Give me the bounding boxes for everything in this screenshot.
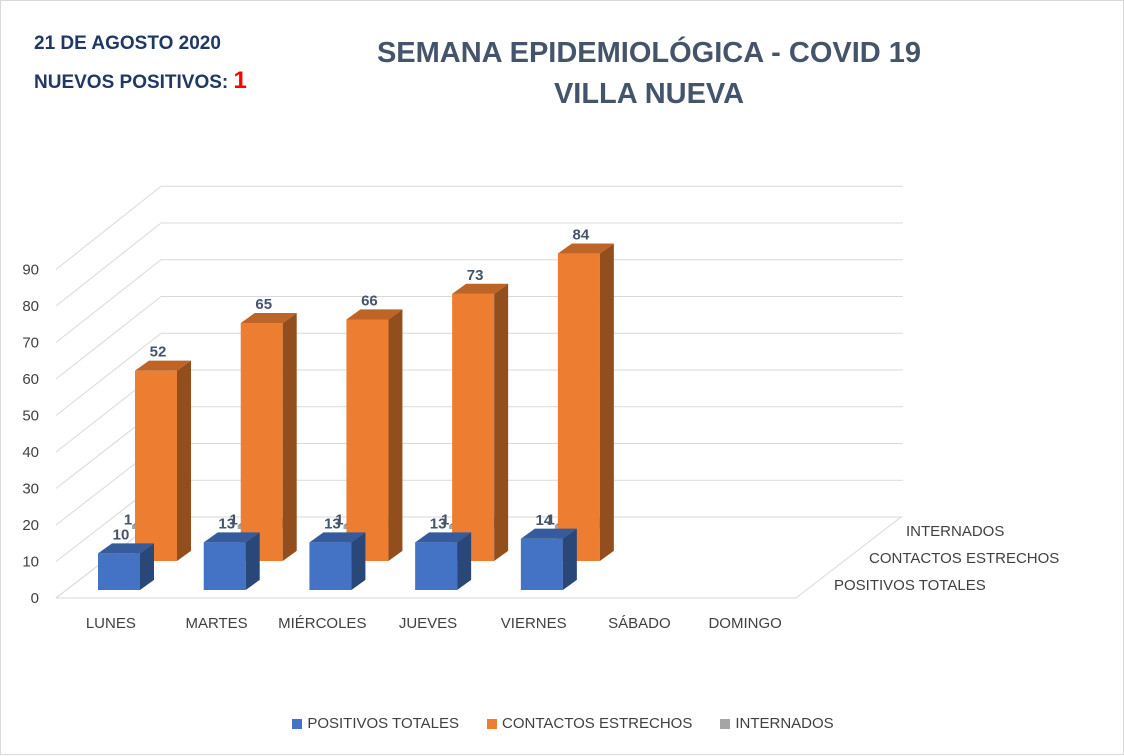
- report-date: 21 DE AGOSTO 2020: [34, 33, 221, 54]
- data-label: 10: [113, 526, 130, 543]
- side-gridline: [55, 185, 162, 270]
- x-tick-label: VIERNES: [501, 615, 567, 632]
- data-label: 66: [361, 292, 378, 309]
- data-label: 1: [124, 511, 132, 528]
- data-label: 13: [430, 515, 447, 532]
- y-tick-label: 70: [22, 335, 39, 352]
- y-tick-label: 20: [22, 517, 39, 534]
- y-tick-label: 10: [22, 554, 39, 571]
- data-label: 73: [467, 267, 484, 284]
- bar-side: [245, 532, 260, 590]
- new-positives-label: NUEVOS POSITIVOS:: [34, 72, 229, 93]
- data-label: 13: [324, 515, 341, 532]
- x-tick-label: LUNES: [86, 615, 136, 632]
- legend-swatch: [487, 718, 498, 729]
- y-tick-label: 50: [22, 408, 39, 425]
- data-label: 84: [573, 227, 590, 244]
- depth-axis-label: CONTACTOS ESTRECHOS: [869, 550, 1059, 567]
- bar-front: [452, 293, 495, 561]
- bar-front: [520, 538, 563, 590]
- new-positives: NUEVOS POSITIVOS: 1: [34, 67, 247, 95]
- chart-subtitle: VILLA NUEVA: [553, 78, 745, 110]
- x-tick-label: DOMINGO: [708, 615, 781, 632]
- bar-front: [135, 370, 177, 561]
- side-gridline: [55, 222, 162, 307]
- legend-label: POSITIVOS TOTALES: [307, 715, 460, 732]
- legend-swatch: [292, 718, 303, 729]
- bar-front: [240, 323, 283, 561]
- floor-right-edge: [795, 516, 902, 599]
- data-label: 1: [547, 511, 555, 528]
- data-label: 13: [218, 515, 235, 532]
- side-gridline: [55, 296, 162, 380]
- side-gridline: [55, 259, 162, 343]
- bar-top: [452, 283, 509, 294]
- bar-top: [135, 360, 191, 371]
- data-label: 1: [441, 511, 449, 528]
- y-tick-label: 30: [22, 481, 39, 498]
- bar-side: [494, 283, 509, 561]
- bar-side: [599, 243, 614, 562]
- bar-front: [557, 253, 600, 561]
- legend-label: CONTACTOS ESTRECHOS: [502, 715, 693, 732]
- bar-side: [457, 532, 472, 590]
- legend-item: POSITIVOS TOTALES: [292, 715, 459, 732]
- bar-top: [309, 532, 366, 543]
- y-tick-label: 40: [22, 444, 39, 461]
- bar-top: [203, 532, 260, 543]
- legend-item: CONTACTOS ESTRECHOS: [487, 715, 692, 732]
- bar-top: [240, 313, 297, 324]
- x-tick-label: MIÉRCOLES: [278, 615, 366, 632]
- x-tick-label: JUEVES: [399, 615, 457, 632]
- bar-top: [415, 532, 472, 543]
- bar-front: [203, 542, 246, 590]
- data-label: 1: [335, 511, 343, 528]
- data-label: 65: [255, 296, 272, 313]
- y-tick-label: 60: [22, 371, 39, 388]
- x-tick-label: MARTES: [185, 615, 247, 632]
- bar-front: [98, 553, 140, 590]
- bar-front: [346, 319, 389, 561]
- bar-top: [557, 243, 614, 254]
- bar-front: [415, 542, 458, 590]
- data-label: 52: [150, 344, 167, 361]
- x-tick-label: SÁBADO: [608, 615, 671, 632]
- bar-side: [562, 528, 577, 590]
- bar-side: [177, 360, 191, 561]
- legend-label: INTERNADOS: [735, 715, 834, 732]
- legend-item: INTERNADOS: [720, 715, 834, 732]
- depth-axis-label: INTERNADOS: [906, 523, 1004, 540]
- new-positives-value: 1: [233, 67, 247, 94]
- bar-top: [520, 528, 577, 539]
- legend-swatch: [720, 718, 731, 729]
- data-label: 14: [536, 512, 553, 529]
- bar-side: [282, 313, 297, 561]
- bar-top: [346, 309, 403, 320]
- data-label: 1: [230, 511, 238, 528]
- bar-front: [309, 542, 352, 590]
- chart-title: SEMANA EPIDEMIOLÓGICA - COVID 19: [376, 37, 922, 69]
- y-tick-label: 0: [31, 590, 39, 607]
- bar-side: [140, 543, 154, 590]
- side-gridline: [55, 332, 162, 416]
- y-tick-label: 90: [22, 262, 39, 279]
- bar-side: [388, 309, 403, 561]
- chart-legend: POSITIVOS TOTALES CONTACTOS ESTRECHOS INTE…: [1, 715, 1124, 732]
- bar-top: [98, 543, 154, 554]
- depth-axis-label: POSITIVOS TOTALES: [834, 577, 986, 594]
- bar-side: [351, 532, 366, 590]
- y-tick-label: 80: [22, 298, 39, 315]
